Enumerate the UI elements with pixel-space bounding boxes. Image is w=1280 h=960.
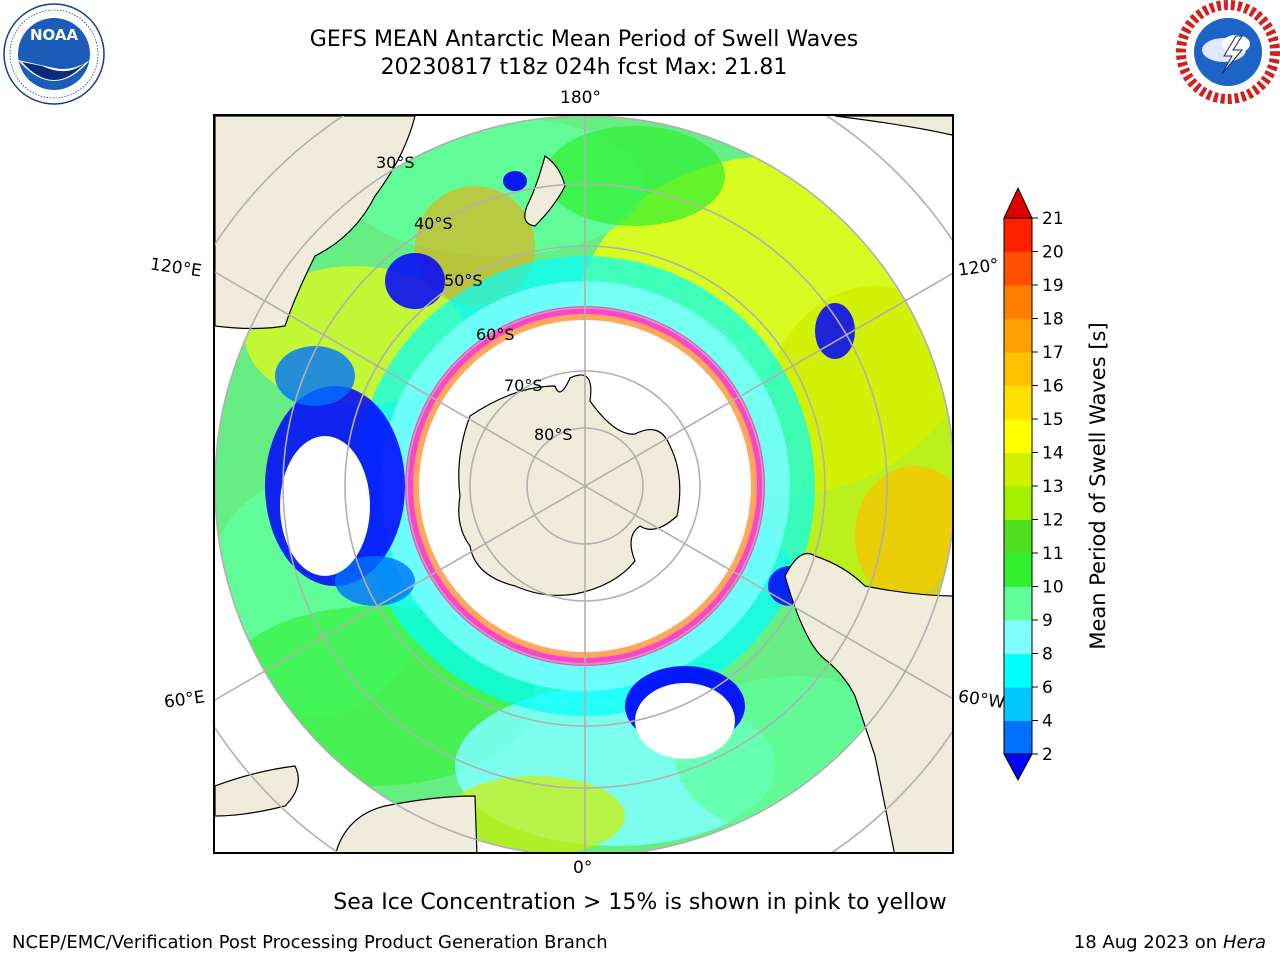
map-title-line-1: GEFS MEAN Antarctic Mean Period of Swell… [309, 27, 859, 52]
south-america-landmass [784, 552, 952, 852]
colorbar-tick-label: 6 [1042, 678, 1053, 698]
australia-landmass [215, 116, 416, 330]
longitude-label-0: 0° [573, 858, 593, 878]
colorbar-segment [1004, 620, 1032, 654]
colorbar-title: Mean Period of Swell Waves [s] [1086, 322, 1110, 650]
footer-date-text: 18 Aug 2023 on [1073, 932, 1218, 953]
colorbar-tick-label: 18 [1042, 310, 1064, 330]
colorbar-extend-max [1003, 186, 1033, 219]
colorbar-tick-label: 10 [1042, 578, 1064, 598]
swell-period-field [215, 116, 952, 852]
latitude-label-60s: 60°S [476, 325, 515, 344]
national-weather-service-logo-icon [1176, 0, 1280, 104]
latitude-label-70s: 70°S [504, 376, 543, 395]
longitude-label-60e: 60°E [162, 687, 207, 713]
colorbar-segment [1004, 653, 1032, 688]
longitude-label-180: 180° [560, 88, 601, 108]
footer-credit: NCEP/EMC/Verification Post Processing Pr… [12, 932, 608, 953]
corner-landmass [834, 116, 952, 136]
colorbar-segment [1004, 720, 1032, 755]
colorbar-extend-min [1003, 753, 1033, 782]
africa-landmass [335, 795, 478, 852]
colorbar-segment [1004, 486, 1032, 520]
graticule [215, 116, 952, 852]
colorbar-tick-label: 17 [1042, 343, 1064, 363]
colorbar-tick-label: 11 [1042, 544, 1064, 564]
colorbar-tick-label: 14 [1042, 444, 1064, 464]
latitude-label-50s: 50°S [444, 271, 483, 290]
colorbar-tick-label: 16 [1042, 377, 1064, 397]
colorbar-segment [1004, 352, 1032, 386]
colorbar-segment [1004, 687, 1032, 721]
colorbar-tick-label: 19 [1042, 276, 1064, 296]
colorbar-segment [1004, 452, 1032, 487]
colorbar: 2 4 6 8 9 10 11 12 13 14 15 16 17 18 19 20 21 [1003, 186, 1064, 782]
sea-ice-caption: Sea Ice Concentration > 15% is shown in … [333, 890, 947, 915]
colorbar-segment [1004, 419, 1032, 453]
colorbar-segment [1004, 318, 1032, 353]
latitude-label-80s: 80°S [534, 425, 573, 444]
latitude-label-40s: 40°S [414, 214, 453, 233]
svg-text:NOAA: NOAA [30, 26, 79, 44]
colorbar-segment [1004, 385, 1032, 420]
new-zealand-landmass [524, 155, 566, 227]
colorbar-tick-label: 13 [1042, 477, 1064, 497]
colorbar-segment [1004, 519, 1032, 554]
colorbar-segment [1004, 251, 1032, 286]
colorbar-segment [1004, 285, 1032, 319]
colorbar-segment [1004, 586, 1032, 621]
madagascar-landmass [215, 765, 299, 817]
colorbar-tick-label: 9 [1042, 611, 1053, 631]
footer-host: Hera [1222, 932, 1266, 953]
colorbar-tick-label: 4 [1042, 712, 1053, 732]
footer-date: 18 Aug 2023 on Hera [1074, 932, 1266, 953]
colorbar-segment [1004, 553, 1032, 587]
map-title-line-2: 20230817 t18z 024h fcst Max: 21.81 [380, 55, 788, 80]
colorbar-tick-label: 20 [1042, 243, 1064, 263]
colorbar-tick-label: 8 [1042, 645, 1053, 665]
longitude-label-120e: 120°E [148, 254, 203, 282]
colorbar-tick-label: 12 [1042, 511, 1064, 531]
colorbar-tick-label: 2 [1042, 745, 1053, 765]
colorbar-segment [1004, 218, 1032, 252]
latitude-label-30s: 30°S [376, 153, 415, 172]
polar-map [213, 114, 954, 854]
antarctica-landmass [458, 374, 681, 596]
colorbar-tick-label: 15 [1042, 410, 1064, 430]
colorbar-tick-label: 21 [1042, 209, 1064, 229]
noaa-logo-icon: NOAA [3, 3, 105, 105]
